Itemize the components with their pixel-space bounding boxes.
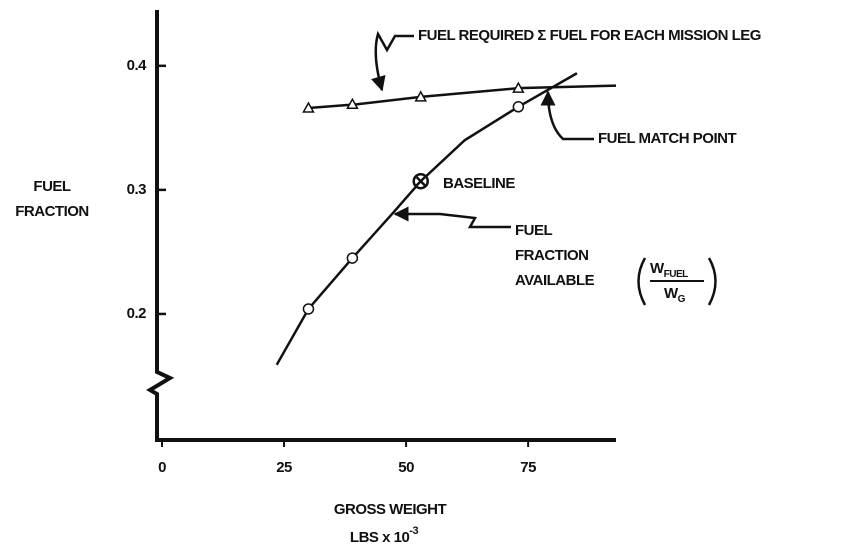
formula-subscript: FUEL: [664, 269, 689, 280]
y-label: FUEL: [33, 178, 71, 195]
circle-marker: [302, 303, 315, 315]
annotation: FUEL: [515, 222, 553, 239]
formula-symbol: W: [650, 260, 665, 277]
arrow: [540, 90, 594, 141]
formula: WFUEL WG: [637, 257, 717, 306]
y-axis: [146, 10, 175, 440]
crossed-circle-marker: [412, 172, 429, 190]
circle-marker: [346, 252, 359, 264]
line: [275, 72, 578, 366]
x-label: LBS x 10-3: [350, 525, 419, 546]
y-tick-label: 0.4: [127, 57, 148, 74]
formula-symbol: W: [664, 285, 679, 302]
arrow: [393, 206, 511, 229]
x-tick-label: 75: [520, 459, 536, 476]
annotation: FUEL MATCH POINT: [598, 130, 736, 147]
formula-denominator: WG: [664, 285, 686, 305]
annotation: AVAILABLE: [515, 272, 595, 289]
triangle-marker: [302, 101, 315, 113]
x-tick-label: 50: [398, 459, 414, 476]
axes: [146, 10, 616, 442]
paren: [707, 257, 717, 306]
x-tick-label: 0: [158, 459, 166, 476]
triangle-marker: [346, 97, 359, 110]
y-tick-label: 0.3: [127, 181, 147, 198]
arrows: [371, 30, 594, 229]
x-label-exponent: -3: [409, 525, 418, 537]
circle-marker: [512, 101, 525, 113]
triangle-marker: [512, 81, 525, 93]
x-label: LBS x 10: [350, 529, 410, 546]
triangle-marker: [414, 90, 428, 102]
annotation: BASELINE: [443, 175, 515, 192]
y-label: FRACTION: [15, 203, 89, 220]
x-label: GROSS WEIGHT: [334, 501, 447, 518]
x-tick-label: 25: [276, 459, 292, 476]
annotation: FRACTION: [515, 247, 589, 264]
annotation: FUEL REQUIRED Σ FUEL FOR EACH MISSION LE…: [418, 27, 761, 44]
paren: [637, 257, 647, 306]
formula-numerator: WFUEL: [650, 260, 688, 280]
arrow: [371, 30, 414, 92]
y-tick-label: 0.2: [127, 305, 147, 322]
formula-subscript: G: [678, 294, 686, 305]
